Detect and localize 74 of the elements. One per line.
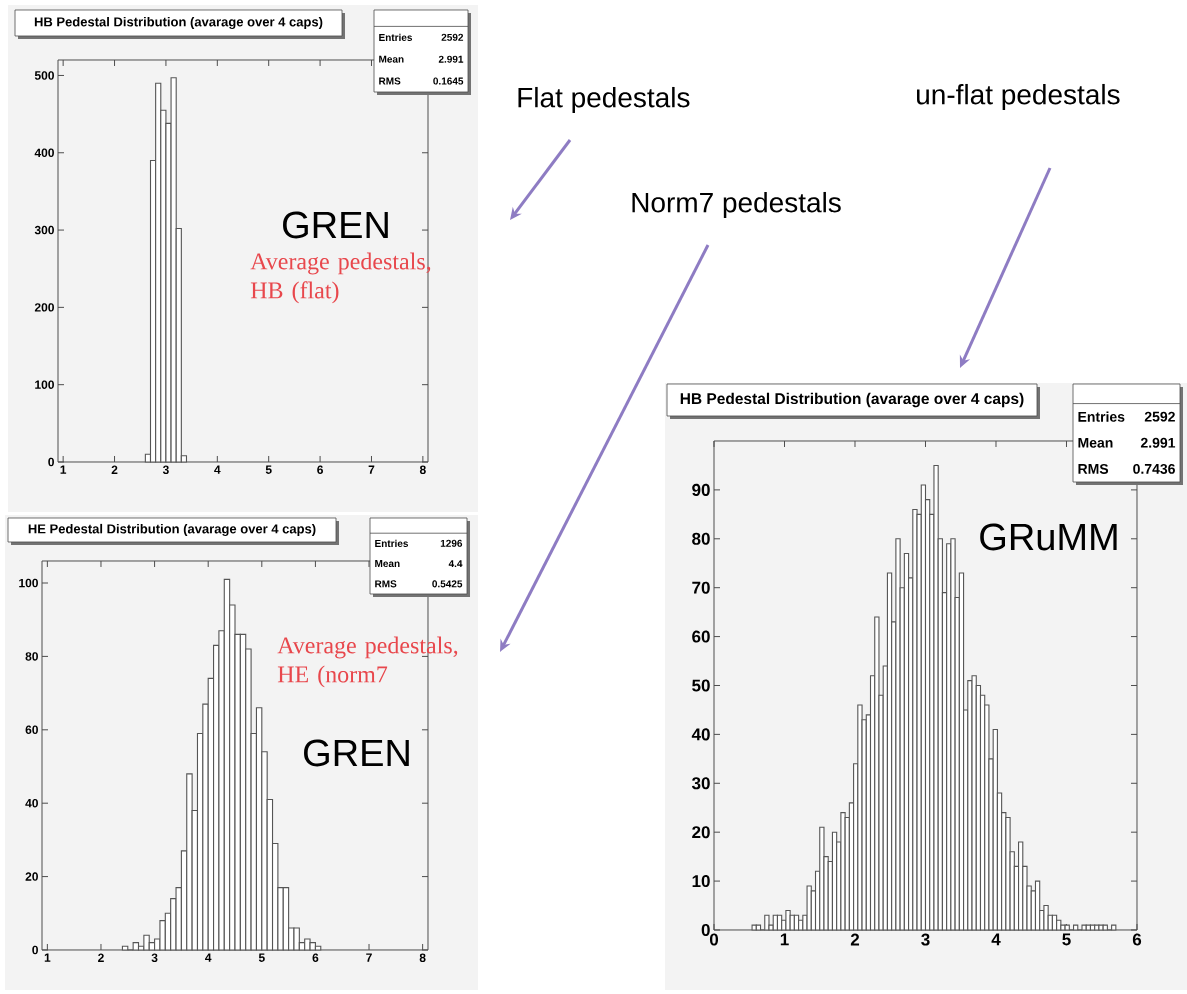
y-tick-label: 50 — [692, 679, 710, 692]
x-tick-label: 6 — [312, 953, 319, 963]
x-tick-label: 0 — [709, 933, 719, 946]
x-tick-label: 3 — [151, 953, 158, 963]
y-tick-label: 500 — [34, 71, 54, 80]
text: 4.4 — [448, 560, 463, 568]
y-tick-label: 0 — [701, 923, 710, 937]
y-tick-label: 40 — [691, 728, 710, 741]
text: 0.5425 — [432, 580, 463, 588]
x-tick-label: 1 — [780, 933, 789, 946]
y-tick-label: 0 — [48, 457, 54, 467]
x-tick-label: 5 — [265, 465, 272, 474]
y-tick-label: 300 — [34, 225, 54, 235]
annotation: RMS — [379, 77, 401, 85]
x-tick-label: 2 — [98, 953, 104, 962]
annotation: Mean — [375, 560, 400, 568]
annotation: 0.7436 — [1133, 463, 1175, 474]
text: 0.1645 — [433, 77, 464, 85]
chart-title: HB Pedestal Distribution (avarage over 4 caps) — [34, 16, 323, 30]
annotation: GRuMM — [980, 523, 1117, 551]
text: 2592 — [1144, 411, 1175, 422]
x-tick-label: 4 — [205, 953, 212, 962]
y-tick-label: 200 — [34, 303, 54, 312]
text: un-flat pedestals — [917, 83, 1120, 111]
x-tick-label: 6 — [1132, 933, 1142, 946]
y-tick-label: 20 — [25, 872, 38, 881]
annotation: Mean — [379, 55, 404, 63]
y-tick-label: 80 — [25, 652, 38, 661]
text: 2.991 — [438, 55, 464, 63]
annotation: Mean — [1078, 437, 1113, 448]
annotation: RMS — [375, 580, 397, 588]
text: Flat pedestals — [518, 86, 690, 114]
y-tick-label: 90 — [692, 483, 710, 496]
annotation: RMS — [1078, 463, 1109, 474]
text: Entries — [1078, 411, 1125, 422]
x-tick-label: 2 — [850, 933, 860, 946]
x-tick-label: 6 — [317, 465, 323, 475]
y-tick-label: 0 — [32, 945, 38, 955]
y-tick-label: 60 — [25, 725, 38, 735]
x-tick-label: 4 — [214, 465, 221, 474]
y-tick-label: 30 — [691, 777, 710, 790]
annotation: Average pedestals, HB (flat) — [250, 252, 431, 304]
x-tick-label: 3 — [162, 465, 169, 475]
x-tick-label: 2 — [111, 465, 118, 474]
y-tick-label: 20 — [692, 826, 710, 839]
x-tick-label: 1 — [44, 953, 51, 962]
x-tick-label: 7 — [368, 465, 375, 474]
text: Norm7 pedestals — [632, 191, 841, 219]
text: 2.991 — [1140, 437, 1176, 448]
x-tick-label: 5 — [258, 953, 265, 962]
x-tick-label: 5 — [1062, 933, 1071, 946]
text: Entries — [375, 539, 409, 547]
annotation: GREN — [304, 739, 409, 767]
y-tick-label: 70 — [692, 581, 710, 594]
annotation: GREN — [283, 211, 388, 239]
x-tick-label: 1 — [60, 465, 67, 474]
y-tick-label: 80 — [692, 532, 710, 545]
x-tick-label: 8 — [419, 953, 426, 963]
annotation: Average pedestals, HE (norm7 — [277, 636, 458, 688]
y-tick-label: 400 — [34, 148, 54, 157]
y-tick-label: 100 — [35, 380, 54, 389]
x-tick-label: 3 — [921, 933, 930, 946]
x-tick-label: 8 — [419, 465, 426, 475]
y-tick-label: 60 — [692, 630, 710, 643]
y-tick-label: 100 — [19, 578, 38, 588]
x-tick-label: 4 — [991, 933, 1001, 946]
y-tick-label: 40 — [25, 798, 38, 808]
text: 1296 — [440, 539, 463, 547]
chart-title: HE Pedestal Distribution (avarage over 4 caps) — [28, 523, 316, 537]
text: Entries — [379, 33, 413, 41]
y-tick-label: 10 — [692, 875, 710, 888]
text: 2592 — [441, 33, 464, 41]
x-tick-label: 7 — [366, 953, 372, 962]
chart-title: HB Pedestal Distribution (avarage over 4 caps) — [680, 392, 1024, 408]
